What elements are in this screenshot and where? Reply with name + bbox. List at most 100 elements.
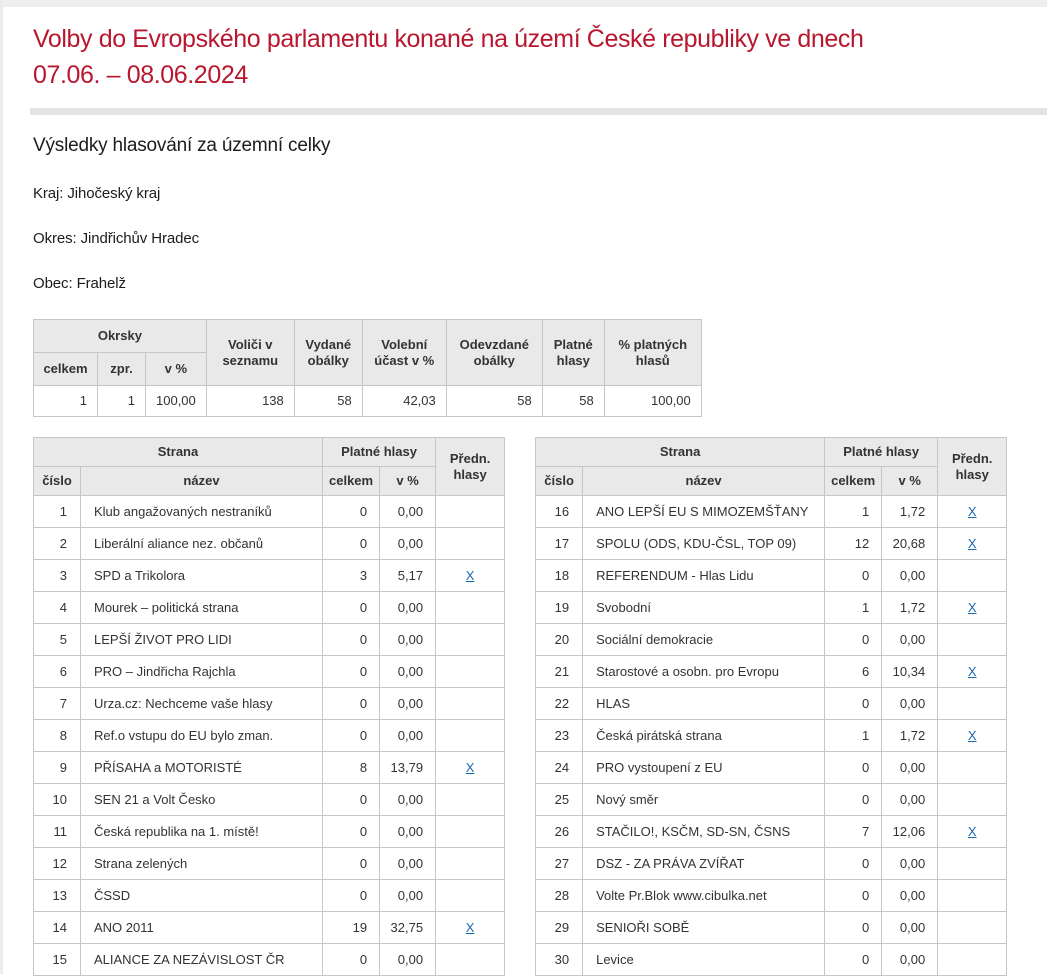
party-name-cell: SPOLU (ODS, KDU-ČSL, TOP 09) — [582, 527, 826, 560]
party-table-left: Strana Platné hlasy Předn. hlasy číslo n… — [33, 437, 506, 976]
party-name-cell: PRO vystoupení z EU — [582, 751, 826, 784]
party-pref-votes-cell — [435, 623, 506, 656]
party-number-cell: 24 — [535, 751, 584, 784]
party-pref-votes-cell — [435, 847, 506, 880]
party-header-predn-hlasy: Předn. hlasy — [435, 437, 506, 496]
party-name-cell: Klub angažovaných nestraníků — [80, 495, 323, 528]
party-votes-percent-cell: 0,00 — [881, 879, 939, 912]
party-number-cell: 12 — [33, 847, 81, 880]
party-name-cell: ČSSD — [80, 879, 323, 912]
party-row: 5 LEPŠÍ ŽIVOT PRO LIDI 0 0,00 — [33, 623, 506, 656]
party-votes-total-cell: 0 — [321, 655, 381, 688]
party-votes-total-cell: 0 — [824, 911, 883, 944]
party-votes-total-cell: 8 — [321, 751, 381, 784]
party-name-cell: ALIANCE ZA NEZÁVISLOST ČR — [80, 943, 323, 976]
party-name-cell: Nový směr — [582, 783, 826, 816]
party-pref-votes-cell — [937, 847, 1008, 880]
party-votes-percent-cell: 0,00 — [881, 943, 939, 976]
summary-volebni-ucast: 42,03 — [361, 385, 447, 417]
party-number-cell: 8 — [33, 719, 81, 752]
preferential-votes-link[interactable]: X — [967, 727, 977, 743]
party-row: 4 Mourek – politická strana 0 0,00 — [33, 591, 506, 624]
party-number-cell: 20 — [535, 623, 584, 656]
party-votes-percent-cell: 0,00 — [881, 687, 939, 720]
party-row: 10 SEN 21 a Volt Česko 0 0,00 — [33, 783, 506, 816]
party-pref-votes-cell — [937, 911, 1008, 944]
party-number-cell: 26 — [535, 815, 584, 848]
party-header-strana: Strana — [33, 437, 323, 467]
party-votes-total-cell: 19 — [321, 911, 381, 944]
party-number-cell: 5 — [33, 623, 81, 656]
party-row: 12 Strana zelených 0 0,00 — [33, 847, 506, 880]
preferential-votes-link[interactable]: X — [465, 759, 475, 775]
preferential-votes-link[interactable]: X — [465, 567, 475, 583]
party-number-cell: 21 — [535, 655, 584, 688]
party-votes-total-cell: 0 — [824, 623, 883, 656]
party-row: 27 DSZ - ZA PRÁVA ZVÍŘAT 0 0,00 — [535, 847, 1008, 880]
party-header-celkem: celkem — [824, 466, 883, 496]
party-pref-votes-cell — [435, 879, 506, 912]
party-name-cell: Ref.o vstupu do EU bylo zman. — [80, 719, 323, 752]
party-votes-percent-cell: 0,00 — [881, 751, 939, 784]
party-votes-total-cell: 1 — [824, 591, 883, 624]
party-votes-percent-cell: 1,72 — [881, 495, 939, 528]
preferential-votes-link[interactable]: X — [967, 503, 977, 519]
party-name-cell: PŘÍSAHA a MOTORISTÉ — [80, 751, 323, 784]
summary-data-row: 1 1 100,00 138 58 42,03 58 58 100,00 — [33, 385, 702, 417]
party-row: 14 ANO 2011 19 32,75 X — [33, 911, 506, 944]
party-votes-percent-cell: 0,00 — [379, 943, 437, 976]
title-divider — [30, 108, 1047, 115]
party-row: 8 Ref.o vstupu do EU bylo zman. 0 0,00 — [33, 719, 506, 752]
party-votes-total-cell: 1 — [824, 495, 883, 528]
party-number-cell: 29 — [535, 911, 584, 944]
summary-vydane-obalky: 58 — [293, 385, 363, 417]
party-number-cell: 27 — [535, 847, 584, 880]
party-votes-percent-cell: 0,00 — [881, 847, 939, 880]
party-header-nazev: název — [80, 466, 323, 496]
preferential-votes-link[interactable]: X — [967, 663, 977, 679]
summary-header-okrsky: Okrsky — [33, 319, 207, 353]
party-number-cell: 9 — [33, 751, 81, 784]
party-pref-votes-cell — [937, 751, 1008, 784]
summary-header-v-pct: v % — [145, 352, 207, 386]
party-votes-percent-cell: 0,00 — [881, 911, 939, 944]
party-name-cell: ANO LEPŠÍ EU S MIMOZEMŠŤANY — [582, 495, 826, 528]
party-votes-percent-cell: 0,00 — [379, 527, 437, 560]
party-votes-total-cell: 0 — [321, 719, 381, 752]
party-pref-votes-cell: X — [937, 591, 1008, 624]
preferential-votes-link[interactable]: X — [465, 919, 475, 935]
party-votes-total-cell: 0 — [321, 495, 381, 528]
party-pref-votes-cell: X — [937, 527, 1008, 560]
party-pref-votes-cell — [937, 943, 1008, 976]
party-row: 7 Urza.cz: Nechceme vaše hlasy 0 0,00 — [33, 687, 506, 720]
party-votes-total-cell: 6 — [824, 655, 883, 688]
party-votes-percent-cell: 0,00 — [881, 559, 939, 592]
party-pref-votes-cell: X — [435, 911, 506, 944]
party-votes-percent-cell: 0,00 — [881, 783, 939, 816]
party-name-cell: SEN 21 a Volt Česko — [80, 783, 323, 816]
party-pref-votes-cell — [937, 879, 1008, 912]
summary-platne-hlasy: 58 — [541, 385, 605, 417]
summary-header-celkem: celkem — [33, 352, 98, 386]
party-row: 2 Liberální aliance nez. občanů 0 0,00 — [33, 527, 506, 560]
party-header-celkem: celkem — [321, 466, 381, 496]
preferential-votes-link[interactable]: X — [967, 823, 977, 839]
party-pref-votes-cell — [435, 527, 506, 560]
party-row: 28 Volte Pr.Blok www.cibulka.net 0 0,00 — [535, 879, 1008, 912]
party-number-cell: 18 — [535, 559, 584, 592]
party-votes-total-cell: 0 — [321, 815, 381, 848]
party-number-cell: 22 — [535, 687, 584, 720]
party-votes-total-cell: 0 — [824, 687, 883, 720]
party-number-cell: 10 — [33, 783, 81, 816]
page-title-line-1: Volby do Evropského parlamentu konané na… — [33, 25, 864, 53]
party-votes-percent-cell: 10,34 — [881, 655, 939, 688]
preferential-votes-link[interactable]: X — [967, 535, 977, 551]
party-votes-total-cell: 12 — [824, 527, 883, 560]
party-votes-total-cell: 0 — [321, 847, 381, 880]
preferential-votes-link[interactable]: X — [967, 599, 977, 615]
party-votes-total-cell: 0 — [321, 527, 381, 560]
summary-header-platne-hlasy: Platné hlasy — [541, 319, 605, 386]
party-row: 20 Sociální demokracie 0 0,00 — [535, 623, 1008, 656]
party-number-cell: 4 — [33, 591, 81, 624]
party-pref-votes-cell: X — [937, 495, 1008, 528]
